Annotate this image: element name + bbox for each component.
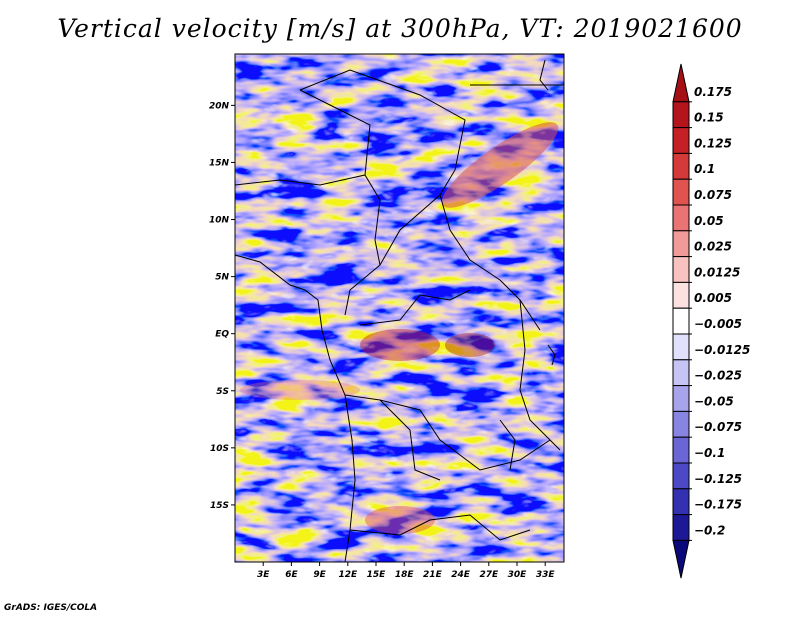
colorbar-swatch (672, 204, 690, 232)
colorbar-top-arrow (672, 63, 690, 103)
colorbar-swatch (672, 462, 690, 490)
colorbar-label: −0.005 (694, 317, 742, 331)
colorbar-swatch (672, 514, 690, 541)
longitude-axis: 3E 6E 9E 12E 15E 18E 21E 24E 27E 30E 33E (257, 562, 555, 580)
colorbar-swatch (672, 152, 690, 180)
colorbar-label: −0.025 (694, 369, 742, 383)
lat-tick-label: 15N (209, 158, 230, 168)
colorbar-label: 0.125 (694, 136, 732, 150)
colorbar-label: −0.05 (694, 394, 734, 408)
colorbar-label: 0.005 (694, 291, 732, 305)
lon-tick-label: 3E (257, 570, 270, 580)
colorbar-swatch (672, 127, 690, 154)
lon-tick-label: 18E (395, 570, 415, 580)
colorbar-swatch (672, 281, 690, 309)
lat-tick-label: 5N (215, 273, 229, 283)
lon-tick-label: 15E (367, 570, 387, 580)
lat-tick-label: 10S (210, 444, 229, 454)
lat-tick-label: 5S (216, 387, 229, 397)
colorbar-label: −0.2 (694, 523, 725, 537)
lon-tick-label: 30E (508, 570, 528, 580)
colorbar-swatch (672, 256, 690, 283)
lat-tick-label: EQ (215, 330, 229, 340)
colorbar-swatch (672, 410, 690, 438)
colorbar-bottom-arrow (672, 539, 690, 579)
colorbar-label: 0.05 (694, 214, 724, 228)
map-title: Vertical velocity [m/s] at 300hPa, VT: 2… (57, 14, 743, 43)
lat-tick-label: 20N (209, 101, 230, 111)
colorbar-label: −0.1 (694, 446, 725, 460)
colorbar-swatch (672, 436, 690, 464)
colorbar-label: 0.025 (694, 240, 732, 254)
colorbar-label: 0.1 (694, 162, 715, 176)
lon-tick-label: 21E (423, 570, 443, 580)
colorbar-label: −0.175 (694, 498, 742, 512)
lon-tick-label: 6E (285, 570, 298, 580)
colorbar-swatch (672, 230, 690, 258)
velocity-field (235, 54, 564, 562)
map-frame (234, 53, 565, 563)
colorbar-swatch (672, 359, 690, 387)
colorbar-label: 0.15 (694, 111, 724, 125)
colorbar-label: 0.0125 (694, 265, 740, 279)
colorbar-swatch (672, 101, 690, 129)
lon-tick-label: 24E (451, 570, 471, 580)
latitude-axis: 20N 15N 10N 5N EQ 5S 10S 15S (209, 101, 235, 511)
lon-tick-label: 9E (313, 570, 326, 580)
colorbar-swatch (672, 385, 690, 412)
lat-tick-label: 15S (210, 501, 229, 511)
colorbar-label: −0.125 (694, 472, 742, 486)
lon-tick-label: 27E (479, 570, 499, 580)
lon-tick-label: 33E (536, 570, 556, 580)
colorbar-swatch (672, 333, 690, 361)
colorbar-label: −0.075 (694, 420, 742, 434)
lon-tick-label: 12E (338, 570, 358, 580)
colorbar: 0.175 0.15 0.125 0.1 0.075 0.05 0.025 0.0125 0.0… (672, 63, 750, 579)
colorbar-swatch (672, 488, 690, 516)
colorbar-swatch (672, 307, 690, 335)
colorbar-label: 0.175 (694, 85, 732, 99)
country-borders (235, 59, 564, 562)
grads-credit: GrADS: IGES/COLA (4, 603, 98, 613)
lat-tick-label: 10N (209, 216, 230, 226)
colorbar-label: −0.0125 (694, 343, 750, 357)
colorbar-swatch (672, 178, 690, 206)
colorbar-label: 0.075 (694, 188, 732, 202)
